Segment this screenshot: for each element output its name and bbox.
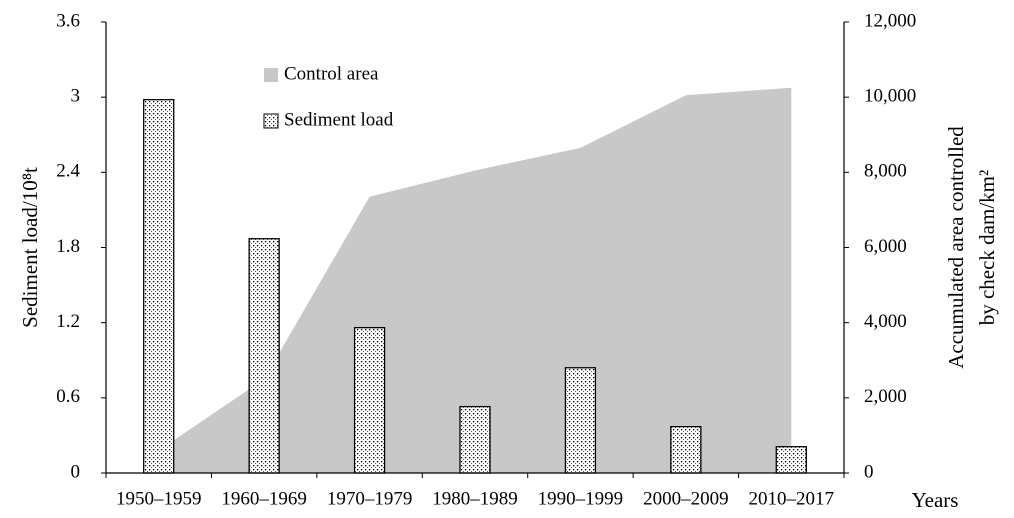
bar (353, 327, 386, 474)
y-tick-label: 1.2 (56, 311, 80, 332)
x-axis-label: Years (912, 488, 959, 512)
bar (775, 446, 807, 474)
y2-tick-label: 8,000 (864, 161, 907, 182)
y-axis-label: Sediment load/10⁸t (18, 167, 42, 328)
y2-tick-label: 0 (864, 461, 874, 482)
y2-axis-label: Accumulated area controlled (944, 126, 968, 369)
y2-tick-label: 12,000 (864, 10, 916, 31)
y-tick-label: 1.8 (56, 236, 80, 257)
bar (459, 405, 491, 474)
y-tick-label: 2.4 (56, 161, 80, 182)
y2-tick-label: 4,000 (864, 311, 907, 332)
x-tick-label: 1950–1959 (116, 488, 202, 509)
x-tick-label: 1970–1979 (327, 488, 413, 509)
bar (248, 238, 280, 474)
y-tick-label: 0 (71, 461, 81, 482)
legend-label: Control area (284, 63, 379, 84)
x-tick-label: 1980–1989 (432, 488, 518, 509)
y-tick-label: 3 (71, 86, 81, 107)
x-tick-label: 2010–2017 (749, 488, 835, 509)
x-tick-label: 1960–1969 (221, 488, 307, 509)
bar (670, 425, 702, 474)
y2-axis-label: by check dam/km² (975, 170, 999, 326)
y2-tick-label: 2,000 (864, 386, 907, 407)
y2-tick-label: 10,000 (864, 86, 916, 107)
area (158, 87, 792, 473)
y-tick-label: 3.6 (56, 10, 80, 31)
y2-tick-label: 6,000 (864, 236, 907, 257)
bar (143, 99, 175, 474)
legend-swatch (263, 113, 279, 129)
bar (564, 367, 597, 474)
legend-swatch (264, 68, 278, 82)
y-tick-label: 0.6 (56, 386, 80, 407)
x-tick-label: 1990–1999 (538, 488, 624, 509)
legend-label: Sediment load (284, 109, 394, 130)
x-tick-label: 2000–2009 (643, 488, 729, 509)
